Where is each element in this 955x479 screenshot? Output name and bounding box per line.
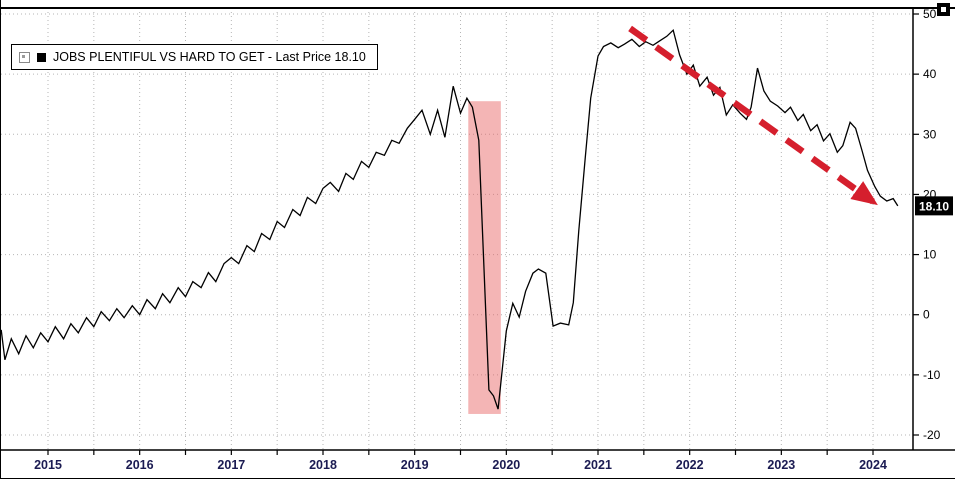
grid-layer (1, 8, 913, 450)
chart-legend[interactable]: JOBS PLENTIFUL VS HARD TO GET - Last Pri… (11, 44, 378, 70)
price-line (1, 28, 899, 410)
svg-text:2020: 2020 (492, 458, 520, 472)
svg-text:2022: 2022 (676, 458, 704, 472)
legend-checkbox-icon[interactable] (19, 51, 30, 63)
legend-label: JOBS PLENTIFUL VS HARD TO GET - Last Pri… (53, 50, 366, 64)
svg-text:2021: 2021 (584, 458, 612, 472)
svg-text:2017: 2017 (217, 458, 245, 472)
chart-corner-button[interactable] (937, 3, 950, 16)
svg-text:2015: 2015 (34, 458, 62, 472)
svg-text:-20: -20 (923, 428, 941, 442)
square-icon (941, 7, 946, 12)
svg-text:2024: 2024 (859, 458, 887, 472)
downtrend-arrow (628, 25, 878, 206)
svg-text:-10: -10 (923, 368, 941, 382)
chart-frame (1, 7, 955, 451)
svg-text:30: 30 (923, 127, 937, 141)
svg-text:10: 10 (923, 248, 937, 262)
last-price-badge: 18.10 (915, 196, 953, 216)
series-color-swatch-icon (37, 52, 46, 62)
svg-text:18.10: 18.10 (919, 199, 949, 213)
svg-text:2016: 2016 (126, 458, 154, 472)
svg-text:40: 40 (923, 67, 937, 81)
svg-text:50: 50 (923, 7, 937, 21)
svg-text:0: 0 (923, 308, 930, 322)
covid-crash-band (468, 101, 501, 414)
svg-text:2023: 2023 (767, 458, 795, 472)
svg-text:2018: 2018 (309, 458, 337, 472)
x-axis-labels: 2015 2016 2017 2018 2019 2020 2021 2022 2023 2024 (34, 450, 887, 472)
svg-text:2019: 2019 (401, 458, 429, 472)
